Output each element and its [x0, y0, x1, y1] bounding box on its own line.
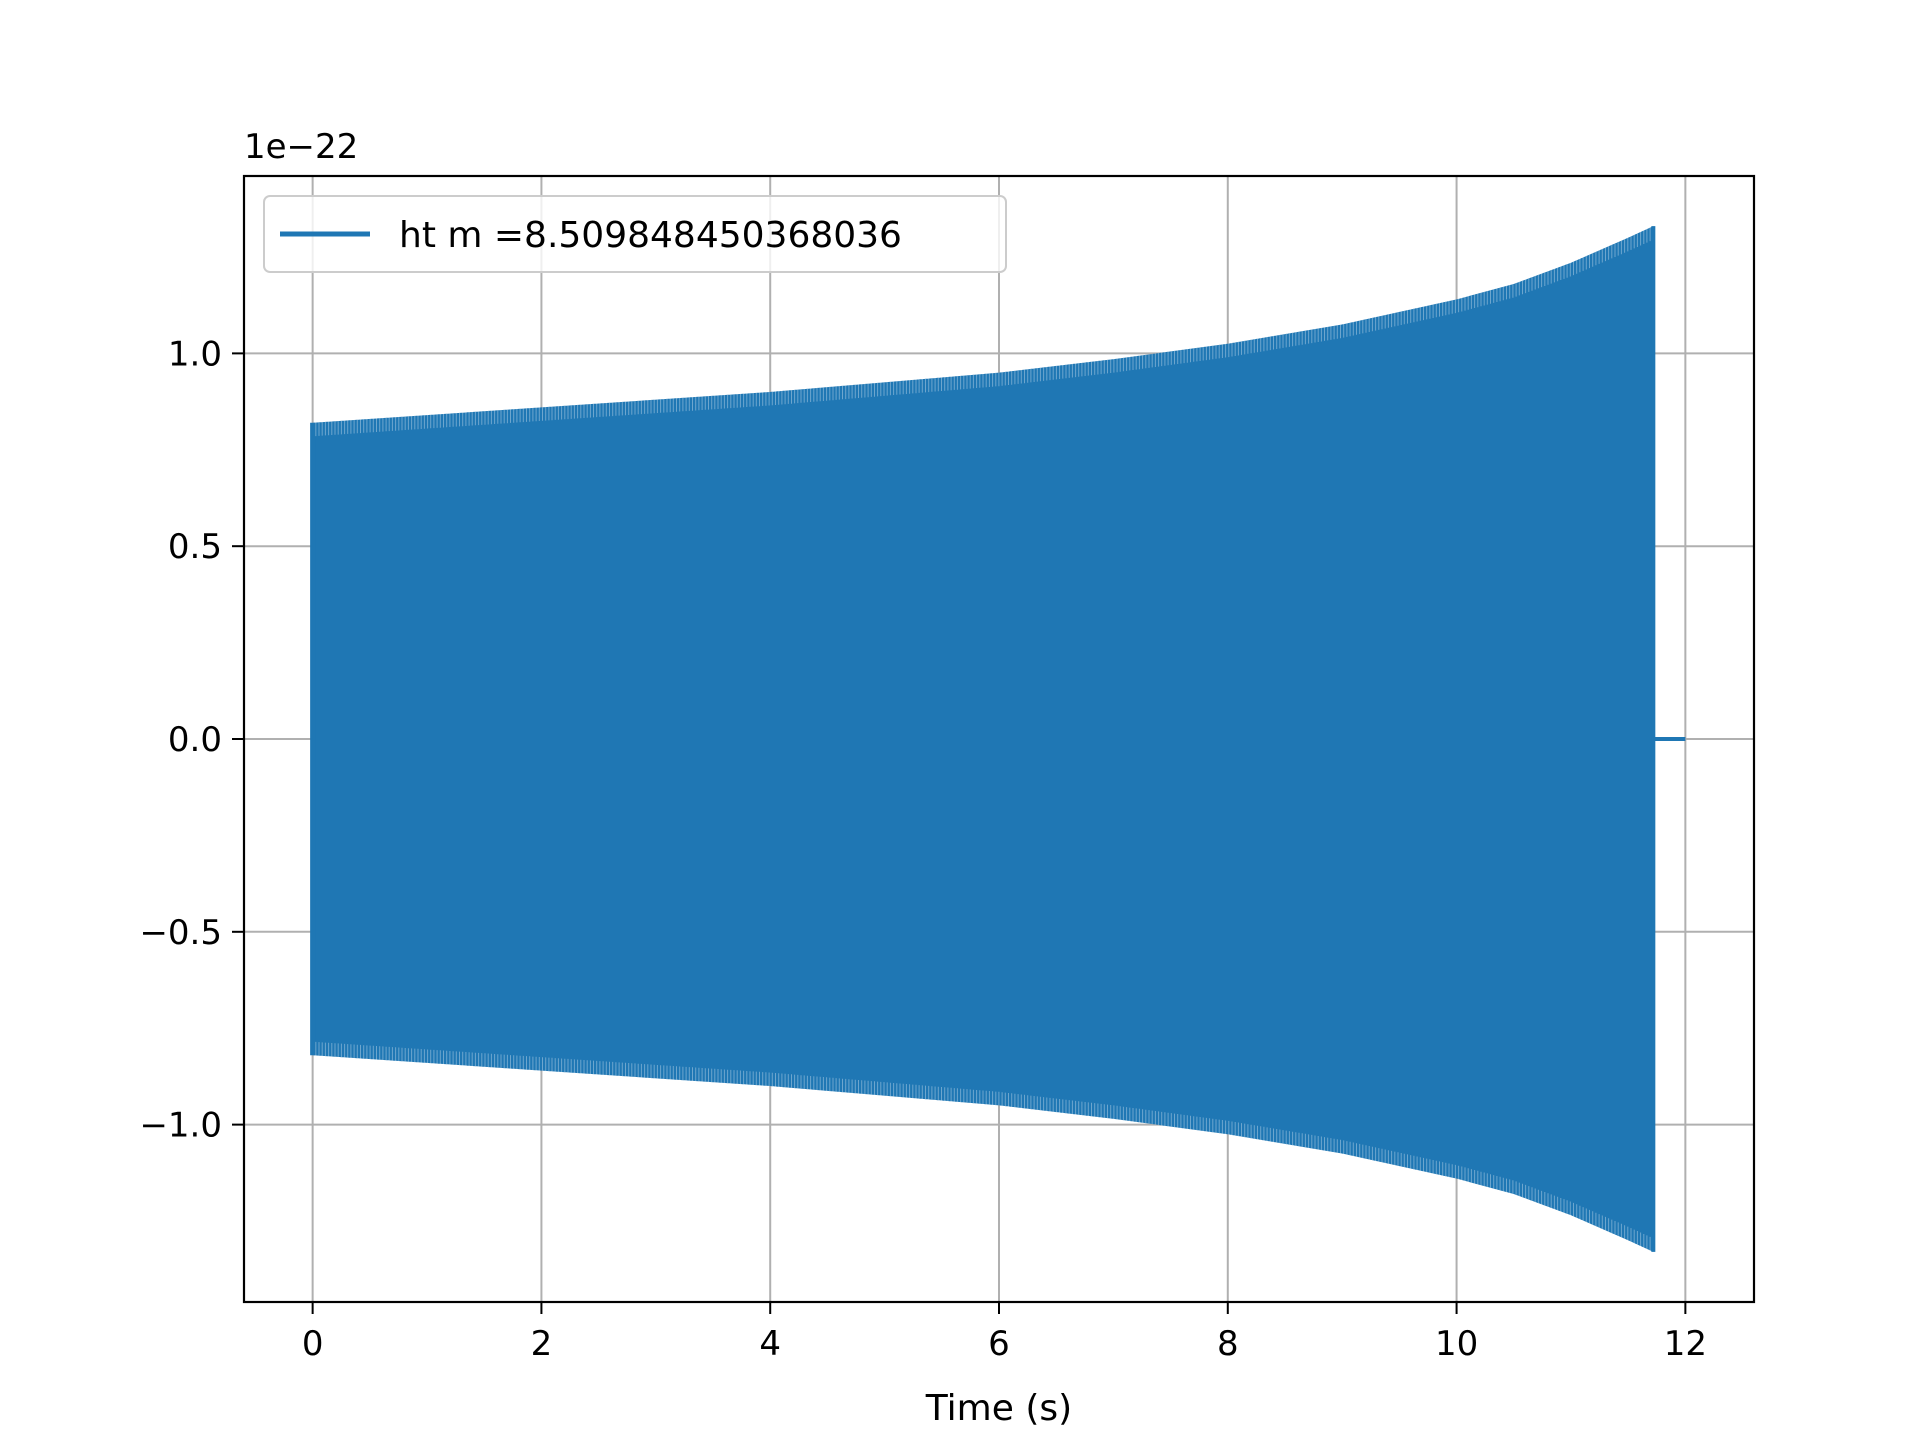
x-tick-label: 4 — [759, 1324, 781, 1364]
tick-labels: 0 2 4 6 8 10 12 −1.0 −0.5 0.0 0.5 1.0 — [139, 334, 1707, 1364]
x-tick-label: 0 — [302, 1324, 324, 1364]
y-tick-label: −1.0 — [139, 1106, 222, 1146]
y-tick-label: −0.5 — [139, 913, 222, 953]
y-tick-label: 1.0 — [168, 334, 222, 374]
y-offset-text: 1e−22 — [244, 127, 358, 167]
x-tick-label: 12 — [1664, 1324, 1707, 1364]
legend: ht m =8.509848450368036 — [263, 195, 1007, 273]
x-tick-label: 6 — [988, 1324, 1010, 1364]
ticks — [232, 352, 1687, 1314]
series-waveform — [312, 226, 1654, 1252]
x-tick-label: 2 — [531, 1324, 553, 1364]
legend-label: ht m =8.509848450368036 — [399, 215, 902, 256]
y-tick-label: 0.5 — [168, 527, 222, 567]
y-tick-label: 0.0 — [168, 720, 222, 760]
x-tick-label: 8 — [1217, 1324, 1239, 1364]
x-tick-label: 10 — [1435, 1324, 1478, 1364]
legend-box — [263, 195, 1007, 273]
x-axis-label: Time (s) — [925, 1388, 1072, 1429]
series-layer — [310, 226, 1686, 1252]
